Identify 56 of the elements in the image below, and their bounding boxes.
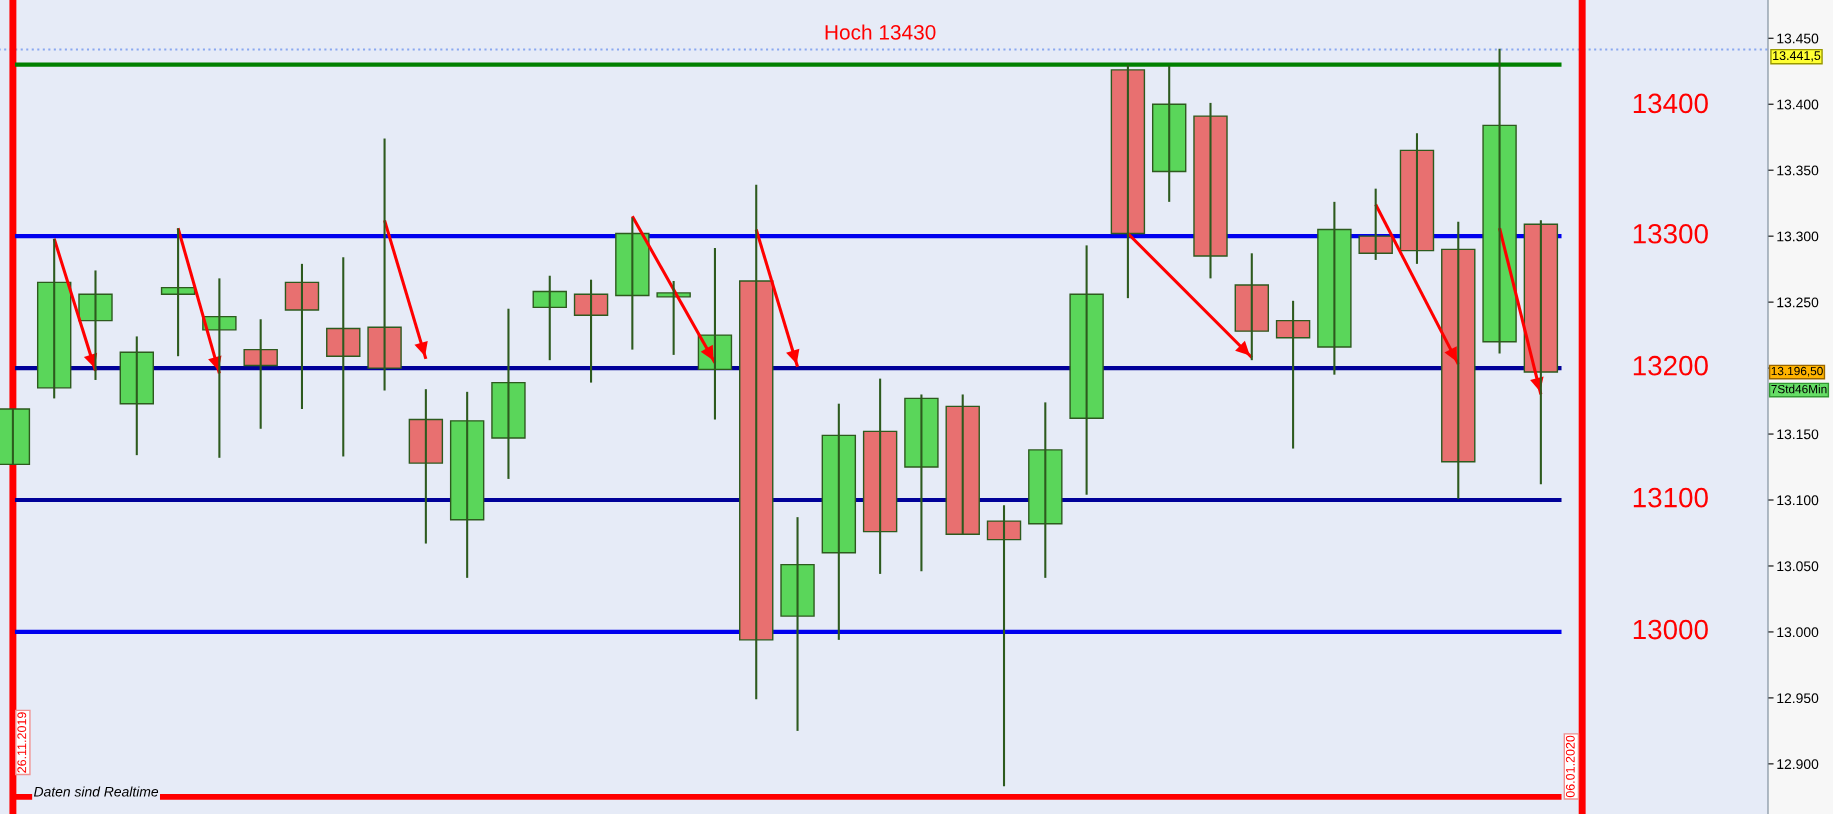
y-tick-label: 12.900 — [1777, 759, 1819, 770]
candlestick — [573, 278, 609, 384]
candlestick — [986, 504, 1022, 788]
candlestick — [904, 393, 939, 573]
y-tick-label: 13.350 — [1777, 165, 1819, 176]
candlestick — [243, 318, 278, 430]
candlestick — [408, 388, 444, 545]
candlestick — [1482, 47, 1517, 355]
annotation: 13400 — [1633, 93, 1708, 114]
y-tick-label: 13.400 — [1777, 99, 1819, 110]
y-tick-label: 13.100 — [1777, 495, 1819, 506]
candlestick — [1523, 219, 1559, 486]
y-tick-label: 13.050 — [1777, 561, 1819, 572]
candlestick — [945, 393, 980, 536]
y-tick-label: 13.250 — [1777, 297, 1819, 308]
text: Hoch 13430 — [825, 24, 936, 40]
candlestick — [821, 402, 857, 641]
annotation: 06.01.2020 — [1565, 735, 1575, 798]
candlestick — [326, 256, 361, 458]
y-tick-label: 12.950 — [1777, 693, 1819, 704]
annotation: 26.11.2019 — [17, 712, 27, 773]
candlestick — [1317, 200, 1352, 376]
candlestick — [1193, 101, 1228, 280]
candlestick — [615, 216, 650, 351]
candlestick — [862, 377, 898, 575]
y-tick-label: 13.150 — [1777, 429, 1819, 440]
candlestick — [1275, 299, 1311, 450]
ref-line-label: 13300 — [1633, 223, 1708, 244]
ref-line-label: 13000 — [1633, 619, 1708, 640]
candlestick — [780, 516, 815, 732]
y-tick-label: 13.450 — [1777, 33, 1819, 44]
ref-line-label: 13.441,5 — [1773, 51, 1821, 62]
candlestick — [1110, 63, 1146, 300]
candlestick — [491, 307, 526, 480]
candlestick — [1399, 132, 1435, 265]
candlestick — [119, 335, 155, 457]
annotation: Daten sind Realtime — [33, 786, 159, 797]
candlestick — [739, 183, 774, 701]
candlestick — [1358, 187, 1393, 261]
candlestick — [284, 262, 320, 411]
candlestick — [449, 390, 485, 579]
candlestick — [1028, 401, 1063, 579]
ref-line-label: 13100 — [1633, 487, 1708, 508]
candlestick — [532, 274, 567, 362]
y-tick-label: 13.300 — [1777, 231, 1819, 242]
y-tick-label: 13.000 — [1777, 627, 1819, 638]
candlestick — [160, 227, 196, 358]
candlestick — [656, 279, 691, 356]
text: 13.196,50 — [1771, 366, 1823, 377]
candlestick — [202, 277, 237, 459]
candlestick — [367, 137, 402, 392]
text: 7Std46Min — [1771, 384, 1827, 394]
candlestick — [1151, 64, 1187, 203]
candlestick — [1069, 244, 1104, 496]
ref-line-label: 13200 — [1633, 355, 1708, 376]
candlestick — [36, 237, 72, 400]
